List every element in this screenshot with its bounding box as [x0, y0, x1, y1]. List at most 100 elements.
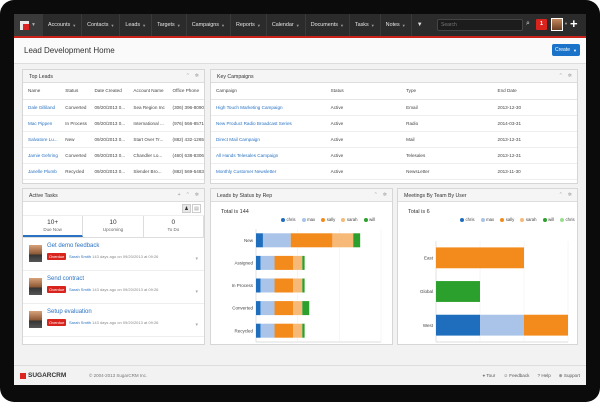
table-row[interactable]: Salvatore Lu... New 09/20/2013 0... Start O… — [23, 131, 204, 148]
bar-segment[interactable] — [293, 301, 303, 316]
table-row[interactable]: New Product Radio Broadcast Series Active… — [211, 115, 577, 132]
legend-entry[interactable]: will — [363, 217, 375, 222]
quick-create-plus-icon[interactable]: + — [570, 16, 578, 31]
table-row[interactable]: Dale Gilliland Converted 09/20/2013 0... Se… — [23, 99, 204, 116]
table-row[interactable]: High Touch Marketing Campaign Active Email… — [211, 99, 577, 116]
task-name-link[interactable]: Setup evaluation — [47, 309, 92, 315]
nav-accounts[interactable]: Accounts ▼ — [42, 14, 81, 36]
nav-campaigns[interactable]: Campaigns ▼ — [185, 14, 230, 36]
legend-entry[interactable]: will — [542, 217, 554, 222]
group-filter-icon[interactable]: ▤ — [192, 204, 201, 213]
column-header[interactable]: Status — [325, 83, 402, 100]
nav-targets[interactable]: Targets ▼ — [151, 14, 186, 36]
bar-segment[interactable] — [302, 323, 305, 338]
column-header[interactable]: Office Phone — [167, 83, 204, 100]
nav-documents[interactable]: Documents ▼ — [304, 14, 349, 36]
bar-segment[interactable] — [480, 314, 524, 336]
add-icon[interactable]: + — [177, 192, 181, 198]
table-row[interactable]: Mac Pippen In Process 09/20/2013 0... Inter… — [23, 115, 204, 132]
task-tab[interactable]: 10+ Due Now — [23, 216, 84, 237]
bar-segment[interactable] — [302, 255, 305, 270]
bar-segment[interactable] — [302, 301, 310, 316]
footer-logo[interactable]: SUGARCRM — [20, 372, 66, 379]
record-link[interactable]: Mac Pippen — [23, 115, 61, 132]
task-name-link[interactable]: Send contract — [47, 276, 85, 282]
collapse-icon[interactable]: ⌃ — [185, 192, 190, 198]
assigned-user-link[interactable]: Sarah Smith — [69, 319, 92, 325]
footer-link[interactable]: ⊕ Support — [559, 373, 580, 379]
table-row[interactable]: All Hands Telesales Campaign Active Telesa… — [211, 147, 577, 164]
legend-entry[interactable]: chris — [281, 217, 296, 222]
bar-segment[interactable] — [293, 323, 303, 338]
user-avatar[interactable] — [551, 18, 563, 31]
record-link[interactable]: All Hands Telesales Campaign — [211, 147, 326, 164]
task-name-link[interactable]: Get demo feedback — [47, 243, 100, 249]
legend-entry[interactable]: sarah — [341, 217, 358, 222]
bar-segment[interactable] — [260, 323, 275, 338]
nav-tasks[interactable]: Tasks ▼ — [348, 14, 380, 36]
assigned-user-link[interactable]: Sarah Smith — [69, 286, 92, 292]
bar-segment[interactable] — [256, 323, 261, 338]
legend-entry[interactable]: max — [301, 217, 315, 222]
task-tab[interactable]: 0 To Do — [144, 216, 204, 237]
legend-entry[interactable]: sarah — [520, 217, 537, 222]
nav-calendar[interactable]: Calendar ▼ — [265, 14, 305, 36]
legend-entry[interactable]: max — [480, 217, 494, 222]
gear-icon[interactable]: ✲ — [567, 73, 572, 79]
chevron-down-icon[interactable]: ▾ — [195, 256, 198, 262]
collapse-icon[interactable]: ⌃ — [558, 73, 563, 79]
nav-leads[interactable]: Leads ▼ — [119, 14, 151, 36]
bar-segment[interactable] — [302, 278, 305, 293]
bar-segment[interactable] — [260, 278, 275, 293]
table-row[interactable]: Direct Mail Campaign Active Mail 2013-12-31 — [211, 131, 577, 148]
gear-icon[interactable]: ✲ — [382, 192, 387, 198]
bar-segment[interactable] — [274, 301, 294, 316]
legend-entry[interactable]: sally — [500, 217, 514, 222]
bar-segment[interactable] — [436, 247, 524, 269]
bar-segment[interactable] — [274, 278, 294, 293]
record-link[interactable]: Jamie Gehring — [23, 147, 61, 164]
gear-icon[interactable]: ✲ — [194, 73, 199, 79]
collapse-icon[interactable]: ⌃ — [558, 192, 563, 198]
column-header[interactable]: Date Created — [89, 83, 129, 100]
bar-segment[interactable] — [436, 281, 480, 302]
table-row[interactable]: Jamie Gehring Converted 09/20/2013 0... Cha… — [23, 147, 204, 164]
legend-entry[interactable]: chris — [560, 217, 575, 222]
bar-segment[interactable] — [274, 323, 294, 338]
record-link[interactable]: Janelle Plumb — [23, 163, 61, 180]
nav-contacts[interactable]: Contacts ▼ — [81, 14, 119, 36]
bar-segment[interactable] — [256, 301, 261, 316]
record-link[interactable]: Salvatore Lu... — [23, 131, 61, 148]
bar-segment[interactable] — [262, 233, 291, 248]
legend-entry[interactable]: chris — [460, 217, 475, 222]
nav-reports[interactable]: Reports ▼ — [229, 14, 266, 36]
user-filter-icon[interactable]: ♟ — [182, 204, 191, 213]
footer-link[interactable]: ☺ Feedback — [503, 373, 529, 379]
table-row[interactable]: Monthly Customer Newsletter Active NewsLet… — [211, 163, 577, 180]
bar-segment[interactable] — [260, 301, 275, 316]
column-header[interactable]: Status — [60, 83, 90, 100]
column-header[interactable]: Campaign — [211, 83, 326, 100]
bar-segment[interactable] — [332, 233, 354, 248]
notification-badge[interactable]: 1 — [536, 19, 547, 30]
column-header[interactable]: End Date — [492, 83, 577, 100]
bar-segment[interactable] — [353, 233, 361, 248]
record-link[interactable]: New Product Radio Broadcast Series — [211, 115, 326, 132]
bar-segment[interactable] — [436, 314, 480, 336]
bar-segment[interactable] — [293, 278, 303, 293]
bar-segment[interactable] — [260, 255, 275, 270]
search-input[interactable]: Search — [437, 19, 523, 31]
column-header[interactable]: Name — [23, 83, 61, 100]
chevron-down-icon[interactable]: ▾ — [195, 322, 198, 328]
bar-segment[interactable] — [524, 314, 568, 336]
gear-icon[interactable]: ✲ — [194, 192, 199, 198]
bar-segment[interactable] — [293, 255, 303, 270]
column-header[interactable]: Account Name — [128, 83, 168, 100]
collapse-icon[interactable]: ⌃ — [373, 192, 378, 198]
bar-segment[interactable] — [256, 255, 261, 270]
chevron-down-icon[interactable]: ▾ — [195, 289, 198, 295]
column-header[interactable]: Type — [401, 83, 493, 100]
bar-segment[interactable] — [256, 233, 263, 248]
record-link[interactable]: Direct Mail Campaign — [211, 131, 326, 148]
app-logo[interactable]: ▼ — [14, 14, 42, 36]
